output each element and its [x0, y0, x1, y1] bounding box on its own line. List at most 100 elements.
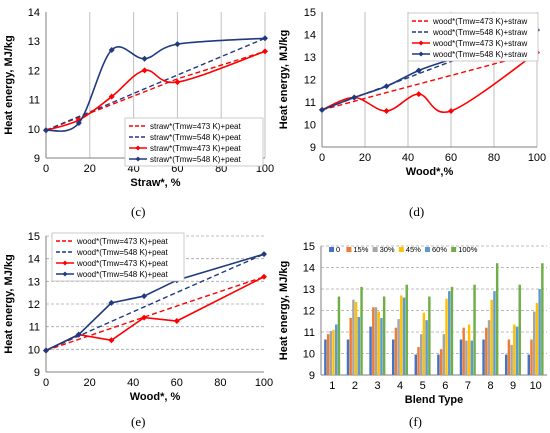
chart-f-bar: [518, 284, 521, 375]
chart-f-xtick-label: 1: [329, 380, 335, 392]
chart-d-xtick-label: 80: [488, 152, 500, 164]
chart-f-bar: [490, 299, 493, 375]
chart-f-legend-swatch: [451, 247, 457, 252]
chart-f-bar: [459, 339, 463, 375]
chart-c-xtick-label: 0: [43, 163, 49, 175]
chart-f-bar: [535, 302, 539, 375]
caption-e: (e): [131, 414, 146, 429]
chart-f-bar: [473, 284, 476, 375]
chart-f-bar: [428, 296, 431, 375]
chart-f-bar: [324, 339, 327, 375]
chart-e-series-3-point: [75, 331, 82, 338]
chart-f-legend-swatch: [329, 247, 334, 252]
chart-c-x-axis-label: Straw*, %: [130, 177, 180, 189]
chart-f-bar: [349, 318, 352, 375]
chart-f-ytick-label: 10: [303, 349, 315, 361]
chart-f-bar: [369, 326, 372, 375]
chart-f-legend-label: 100%: [458, 245, 478, 254]
chart-c-legend-label: straw*(Tmw=473 K)+peat: [150, 122, 241, 131]
chart-f-bar: [419, 334, 423, 375]
chart-f-legend-swatch: [346, 247, 352, 252]
chart-f-legend-swatch: [398, 247, 404, 252]
chart-d-legend-marker: [418, 51, 424, 57]
chart-f-ytick-label: 11: [304, 327, 315, 339]
chart-f-bar: [445, 298, 448, 375]
chart-c-series-3-point: [174, 41, 181, 48]
chart-f-bar: [495, 263, 499, 375]
chart-e-x-axis-label: Wood*, %: [130, 391, 181, 403]
chart-c-series-0-line: [45, 50, 266, 131]
chart-c-y-axis-label: Heat energy, MJ/kg: [3, 35, 15, 134]
chart-f-bar: [515, 326, 519, 375]
chart-f-bar: [450, 286, 454, 375]
chart-c-series-1-line: [45, 37, 266, 131]
chart-f-xtick-label: 9: [510, 380, 516, 392]
chart-f-ytick-label: 14: [303, 263, 315, 275]
chart-e: 9 10 11 12 13 14 15 Heat energy, MJ/kg Wood*, % 0…: [3, 231, 273, 403]
chart-f-bar: [507, 339, 511, 375]
chart-e-legend-label: wood*(Tmw=473 K)+peat: [76, 259, 168, 268]
chart-f-ytick-label: 13: [303, 284, 315, 296]
chart-f-xtick-label: 10: [530, 380, 542, 392]
chart-f-bar: [462, 327, 465, 375]
chart-e-ytick-label: 9: [34, 367, 40, 379]
chart-f-bar: [402, 297, 406, 375]
chart-f-bar: [332, 329, 335, 375]
chart-d-series-3-point: [319, 106, 325, 113]
chart-f-xtick-label: 7: [465, 380, 471, 392]
chart-e-ytick-label: 11: [29, 322, 40, 334]
chart-c-legend-marker: [135, 145, 141, 151]
chart-d-xtick-label: 100: [528, 152, 546, 164]
chart-d: 9 10 11 12 13 14 15 Heat energy, MJ/kg Wood*,% 0 2…: [278, 7, 546, 178]
chart-f-bar: [394, 327, 398, 375]
chart-f-bar: [352, 299, 355, 375]
chart-e-series-1-line: [45, 253, 265, 352]
chart-e-xtick-label: 80: [214, 377, 226, 389]
chart-c-ytick-label: 10: [28, 124, 40, 136]
chart-d-xtick-label: 0: [319, 152, 325, 164]
chart-f-bar: [439, 349, 443, 375]
chart-f-legend-label: 45%: [406, 245, 421, 254]
chart-c-ytick-label: 12: [28, 65, 40, 77]
chart-d-series-2-point: [383, 108, 390, 114]
chart-e-legend-label: wood*(Tmw=473 K)+peat: [76, 237, 168, 246]
chart-d-series-0-line: [321, 51, 538, 111]
chart-e-series-3-point: [261, 251, 267, 258]
chart-d-series-2-point: [448, 108, 454, 114]
chart-e-series-3-line: [45, 253, 265, 352]
chart-d-series-2-point: [415, 91, 422, 98]
chart-d-series-2-line: [321, 51, 538, 114]
chart-c-ytick-label: 11: [29, 95, 40, 107]
chart-c-legend: [124, 117, 264, 167]
chart-e-series-3-point: [43, 347, 49, 354]
chart-f-bar: [377, 311, 380, 375]
chart-e-xtick-label: 100: [255, 377, 273, 389]
chart-f-xtick-label: 6: [442, 380, 448, 392]
chart-d-legend-label: wood*(Tmw=548 K)+straw: [432, 50, 527, 59]
chart-d-legend-label: wood*(Tmw=473 K)+straw: [432, 17, 527, 26]
chart-f-legend-swatch: [372, 247, 378, 252]
chart-c-legend-label: straw*(Tmw=473 K)+peat: [150, 144, 241, 153]
chart-f-xtick-label: 2: [352, 380, 358, 392]
chart-e-legend-label: wood*(Tmw=548 K)+peat: [76, 270, 168, 279]
chart-f-x-axis-label: Blend Type: [405, 394, 463, 406]
chart-f-bar: [400, 295, 403, 375]
chart-e-series-2-point: [261, 273, 267, 280]
chart-c-legend-label: straw*(Tmw=548 K)+peat: [150, 155, 241, 164]
chart-c-ytick-label: 13: [28, 36, 40, 48]
chart-c-series-3-point: [141, 55, 148, 62]
caption-f: (f): [409, 414, 422, 429]
chart-e-series-0-line: [45, 276, 265, 352]
chart-c-series-2-point: [174, 79, 181, 86]
chart-f-bar: [485, 327, 488, 375]
chart-d-xtick-label: 40: [402, 152, 414, 164]
chart-f-bar: [437, 354, 440, 375]
chart-f-bar: [360, 286, 363, 375]
chart-c-series-3-point: [262, 35, 268, 42]
chart-e-ytick-label: 12: [28, 299, 40, 311]
chart-c-series-2-point: [141, 67, 148, 74]
chart-e-series-2-point: [108, 337, 115, 344]
chart-f-bar: [337, 296, 341, 375]
chart-d-legend-label: wood*(Tmw=548 K)+straw: [432, 28, 527, 37]
chart-e-series-3-point: [141, 293, 148, 300]
